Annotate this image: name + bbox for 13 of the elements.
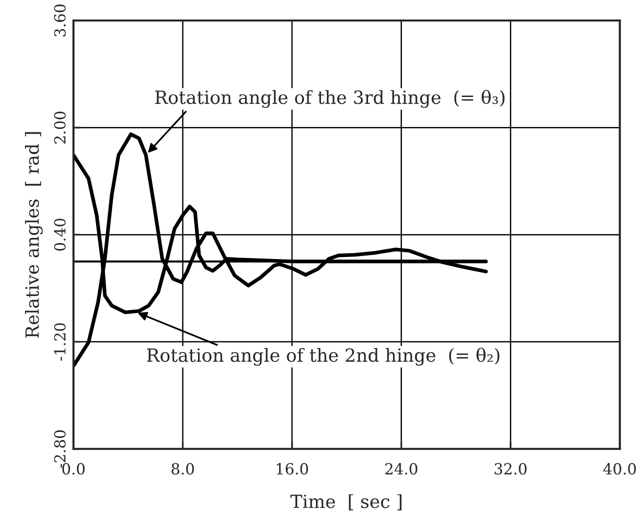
x-tick-label: 8.0 — [172, 463, 194, 475]
x-tick-label: 16.0 — [276, 463, 308, 475]
annotation: Rotation angle of the 3rd hinge (= θ₃) — [155, 90, 505, 108]
x-axis-title: Time [ sec ] — [290, 494, 402, 510]
y-tick-label: 2.00 — [54, 112, 66, 144]
x-tick-label: 24.0 — [385, 463, 418, 475]
y-tick-label: -1.20 — [54, 323, 66, 361]
y-tick-label: 0.40 — [54, 218, 66, 251]
y-axis-title: Relative angles [ rad ] — [24, 132, 43, 338]
annotation: Rotation angle of the 2nd hinge (= θ₂) — [147, 348, 500, 366]
x-tick-label: 40.0 — [603, 463, 636, 475]
x-tick-label: 32.0 — [494, 463, 527, 475]
y-tick-label: 3.60 — [54, 4, 66, 36]
